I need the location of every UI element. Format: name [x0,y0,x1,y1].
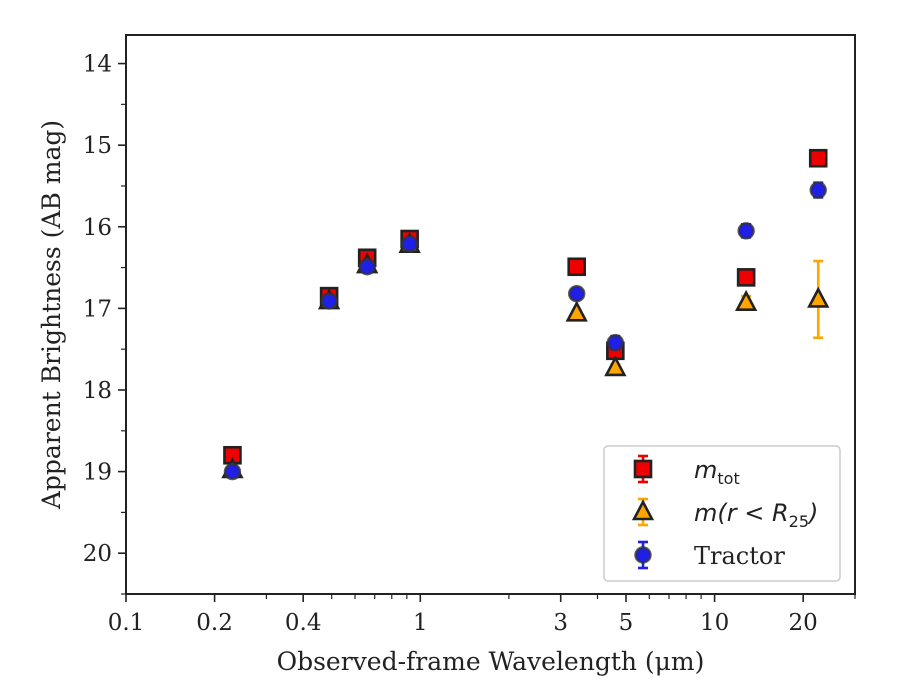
triangle-point [604,355,627,377]
square-point [808,148,828,168]
x-tick-label: 3 [553,610,568,636]
y-tick-label: 17 [83,296,112,322]
legend-box [603,445,841,582]
legend-marker [631,499,655,521]
circle-point [737,222,755,240]
triangle-point [565,300,588,322]
y-tick-label: 18 [83,378,112,404]
legend-item: mtot [633,454,740,488]
triangle-point [807,286,830,308]
x-tick-label: 20 [789,610,818,636]
x-axis-label: Observed-frame Wavelength (μm) [277,647,705,676]
x-tick-label: 10 [700,610,729,636]
circle-point [320,292,338,310]
x-tick-label: 5 [619,610,634,636]
circle-point [400,235,419,253]
y-tick-label: 15 [83,133,112,159]
x-tick-label: 1 [413,610,428,636]
y-tick-label: 14 [83,52,112,78]
legend-marker [634,546,652,564]
legend-label: m(r < R25) [694,499,818,531]
circle-point [606,333,625,352]
y-tick-label: 19 [83,460,112,486]
legend: mtot m(r < R25) Tractor [603,445,841,582]
legend-marker [633,459,653,479]
plot-area-frame [125,34,856,595]
y-axis-label: Apparent Brightness (AB mag) [37,120,66,510]
circle-point [223,462,242,481]
legend-label: Tractor [694,542,785,570]
square-point [736,268,756,287]
triangle-point [734,289,758,311]
x-tick-label: 0.1 [108,610,145,636]
legend-label: mtot [694,456,740,488]
x-tick-label: 0.2 [196,610,233,636]
y-tick-label: 16 [83,215,112,241]
circle-point [358,258,376,276]
square-point [567,257,587,277]
data-points [221,148,830,481]
circle-point [568,284,586,303]
y-tick-label: 20 [83,541,112,567]
x-tick-label: 0.4 [285,610,322,636]
series-2 [223,181,827,481]
legend-item: m(r < R25) [631,497,818,531]
series-0 [223,148,828,465]
legend-item: Tractor [634,540,785,570]
circle-point [809,181,827,199]
series-1 [221,231,830,479]
axis-ticks: 0.1 0.2 0.4 1 3 5 10 20 14 15 16 17 18 19 20 [83,52,856,636]
